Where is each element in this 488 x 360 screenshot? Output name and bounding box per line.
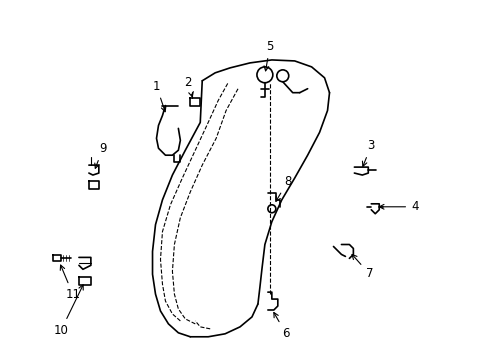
Text: 4: 4 (379, 200, 418, 213)
Text: 9: 9 (95, 142, 106, 168)
Text: 5: 5 (264, 40, 273, 71)
Text: 11: 11 (60, 265, 81, 301)
Text: 7: 7 (351, 255, 372, 280)
Text: 1: 1 (152, 80, 165, 112)
Text: 2: 2 (184, 76, 193, 97)
Text: 6: 6 (273, 312, 289, 340)
Text: 3: 3 (362, 139, 374, 166)
Text: 10: 10 (54, 285, 83, 337)
Text: 8: 8 (275, 175, 291, 201)
